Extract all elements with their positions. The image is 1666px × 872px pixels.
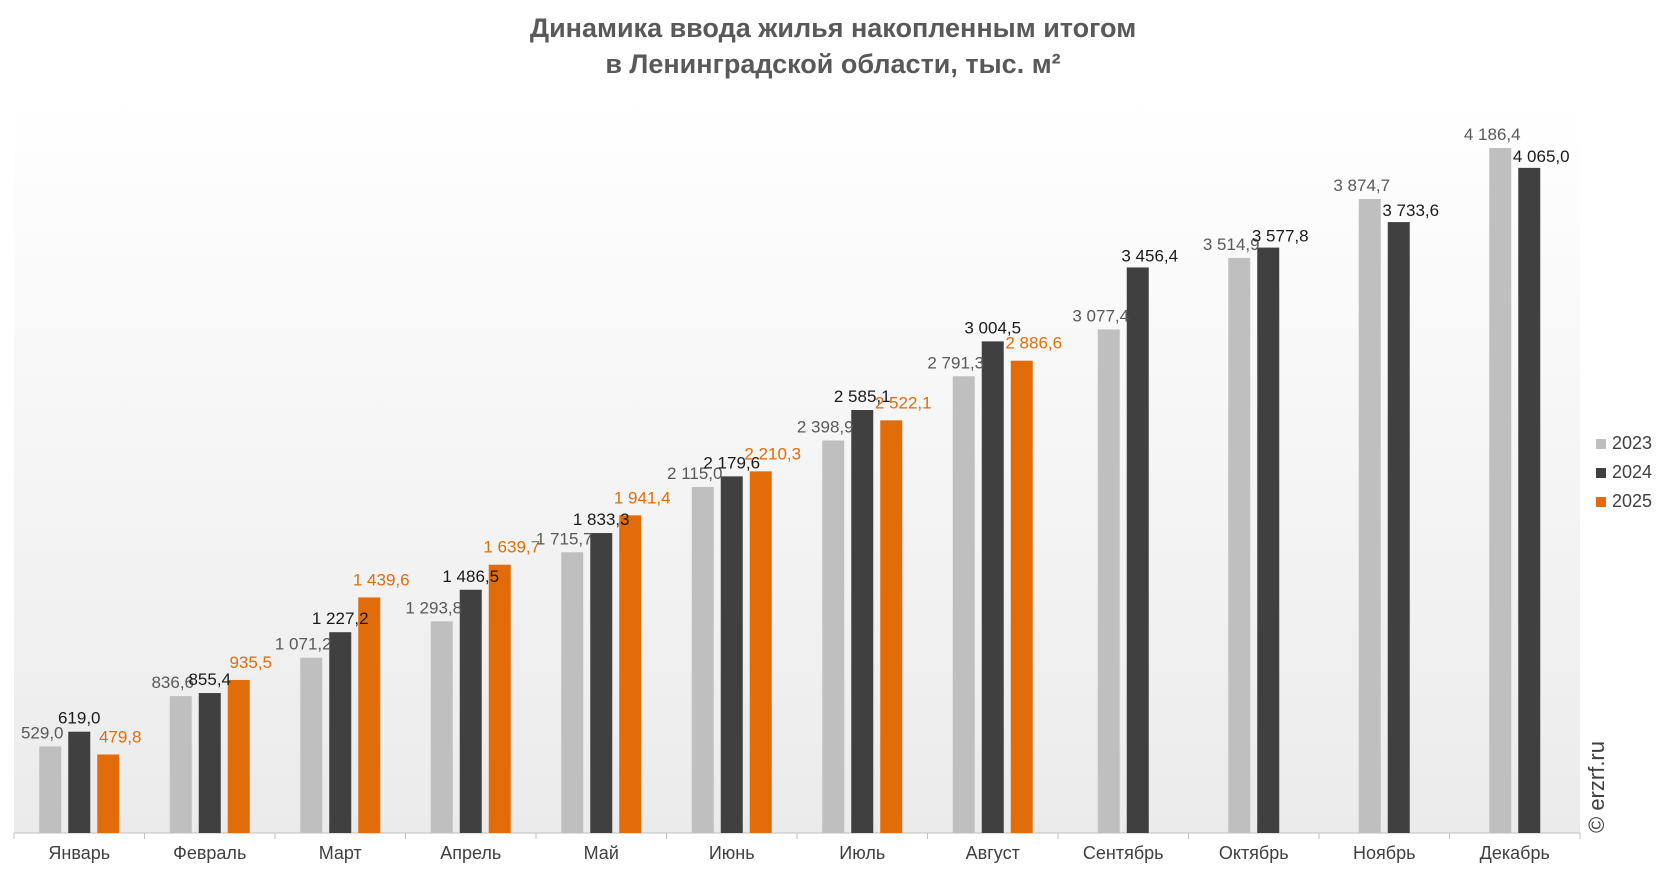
data-label-2024: 855,4 <box>188 670 231 689</box>
bars <box>39 148 1541 834</box>
data-label-2023: 2 398,9 <box>797 417 854 436</box>
bar-2024 <box>720 476 743 833</box>
data-label-2024: 3 004,5 <box>964 318 1021 337</box>
data-label-2023: 3 077,4 <box>1072 306 1129 325</box>
legend-swatch-2024 <box>1596 468 1606 478</box>
data-label-2025: 479,8 <box>99 727 142 746</box>
data-label-2025: 935,5 <box>229 653 272 672</box>
data-label-2024: 3 577,8 <box>1252 227 1309 246</box>
data-label-2023: 3 514,9 <box>1203 235 1260 254</box>
legend-label-2023: 2023 <box>1612 433 1652 453</box>
bar-2024 <box>68 731 91 833</box>
x-tick-label: Январь <box>48 843 110 863</box>
x-tick-label: Май <box>584 843 619 863</box>
bar-2025 <box>358 597 381 833</box>
bar-2025 <box>749 471 772 833</box>
legend-swatch-2025 <box>1596 497 1606 507</box>
x-tick-label: Сентябрь <box>1083 843 1164 863</box>
legend-swatch-2023 <box>1596 439 1606 449</box>
bar-2023 <box>1097 329 1120 833</box>
bar-2025 <box>619 515 642 833</box>
bar-2023 <box>169 696 192 833</box>
data-label-2023: 1 071,2 <box>275 635 332 654</box>
data-label-2023: 529,0 <box>21 723 64 742</box>
data-label-2024: 1 486,5 <box>442 567 499 586</box>
data-label-2025: 1 639,7 <box>483 538 540 557</box>
bar-2024 <box>459 589 482 833</box>
bar-2023 <box>1228 257 1251 833</box>
bar-2023 <box>1358 199 1381 833</box>
data-label-2025: 1 941,4 <box>614 488 671 507</box>
bar-2023 <box>561 552 584 833</box>
data-label-2023: 2 115,0 <box>667 464 722 483</box>
data-label-2024: 2 179,6 <box>703 453 760 472</box>
legend: 2023 2024 2025 <box>1596 433 1652 511</box>
bar-2024 <box>590 533 613 833</box>
data-label-2023: 3 874,7 <box>1333 176 1390 195</box>
data-label-2024: 3 733,6 <box>1382 201 1439 220</box>
data-label-2023: 836,6 <box>151 673 194 692</box>
x-tick-label: Апрель <box>440 843 501 863</box>
data-label-2025: 1 439,6 <box>353 570 410 589</box>
data-label-2023: 4 186,4 <box>1464 125 1521 144</box>
bar-2025 <box>488 564 511 833</box>
bar-2024 <box>1387 222 1410 834</box>
data-label-2023: 2 791,3 <box>927 353 984 372</box>
data-label-2023: 1 715,7 <box>536 529 593 548</box>
bar-2023 <box>691 486 714 833</box>
x-tick-label: Декабрь <box>1480 843 1550 863</box>
plot-area <box>14 95 1580 833</box>
x-axis: Январь Февраль Март Апрель Май Июнь Июль Август… <box>13 832 1581 863</box>
chart-title-line-1: Динамика ввода жилья накопленным итогом <box>530 13 1136 43</box>
bar-2024 <box>1518 167 1541 834</box>
x-tick-label: Ноябрь <box>1353 843 1415 863</box>
legend-label-2025: 2025 <box>1612 491 1652 511</box>
x-tick-label: Октябрь <box>1219 843 1289 863</box>
x-tick-label: Февраль <box>173 843 246 863</box>
x-tick-label: Март <box>319 843 362 863</box>
bar-2024 <box>198 693 221 833</box>
data-label-2024: 1 833,3 <box>573 510 630 529</box>
data-label-2025: 2 886,6 <box>1005 334 1062 353</box>
data-label-2025: 2 210,3 <box>744 444 801 463</box>
legend-label-2024: 2024 <box>1612 462 1652 482</box>
bar-2025 <box>1010 360 1033 833</box>
data-label-2024: 619,0 <box>58 709 101 728</box>
copyright-text: © erzrf.ru <box>1584 741 1609 833</box>
data-label-2024: 4 065,0 <box>1513 147 1570 166</box>
x-tick-label: Июнь <box>709 843 755 863</box>
x-tick-label: Июль <box>839 843 885 863</box>
bar-2023 <box>1489 148 1512 833</box>
chart-title-line-2: в Ленинградской области, тыс. м² <box>605 49 1060 79</box>
bar-2023 <box>822 440 845 833</box>
bar-2024 <box>329 632 352 833</box>
bar-2023 <box>430 621 453 833</box>
bar-2024 <box>981 341 1004 833</box>
bar-2024 <box>1257 247 1280 833</box>
bar-2025 <box>227 679 250 833</box>
bar-2023 <box>952 376 975 833</box>
data-label-2025: 2 522,1 <box>875 393 932 412</box>
data-label-2023: 1 293,8 <box>405 598 462 617</box>
data-label-2024: 1 227,2 <box>312 609 369 628</box>
bar-2024 <box>1126 267 1149 833</box>
data-label-2024: 3 456,4 <box>1121 246 1178 265</box>
bar-2023 <box>39 746 62 833</box>
x-tick-label: Август <box>966 843 1020 863</box>
bar-2023 <box>300 657 323 833</box>
bar-2025 <box>880 420 903 833</box>
bar-2024 <box>851 410 874 833</box>
bar-2025 <box>97 754 120 833</box>
data-label-2024: 2 585,1 <box>834 387 891 406</box>
